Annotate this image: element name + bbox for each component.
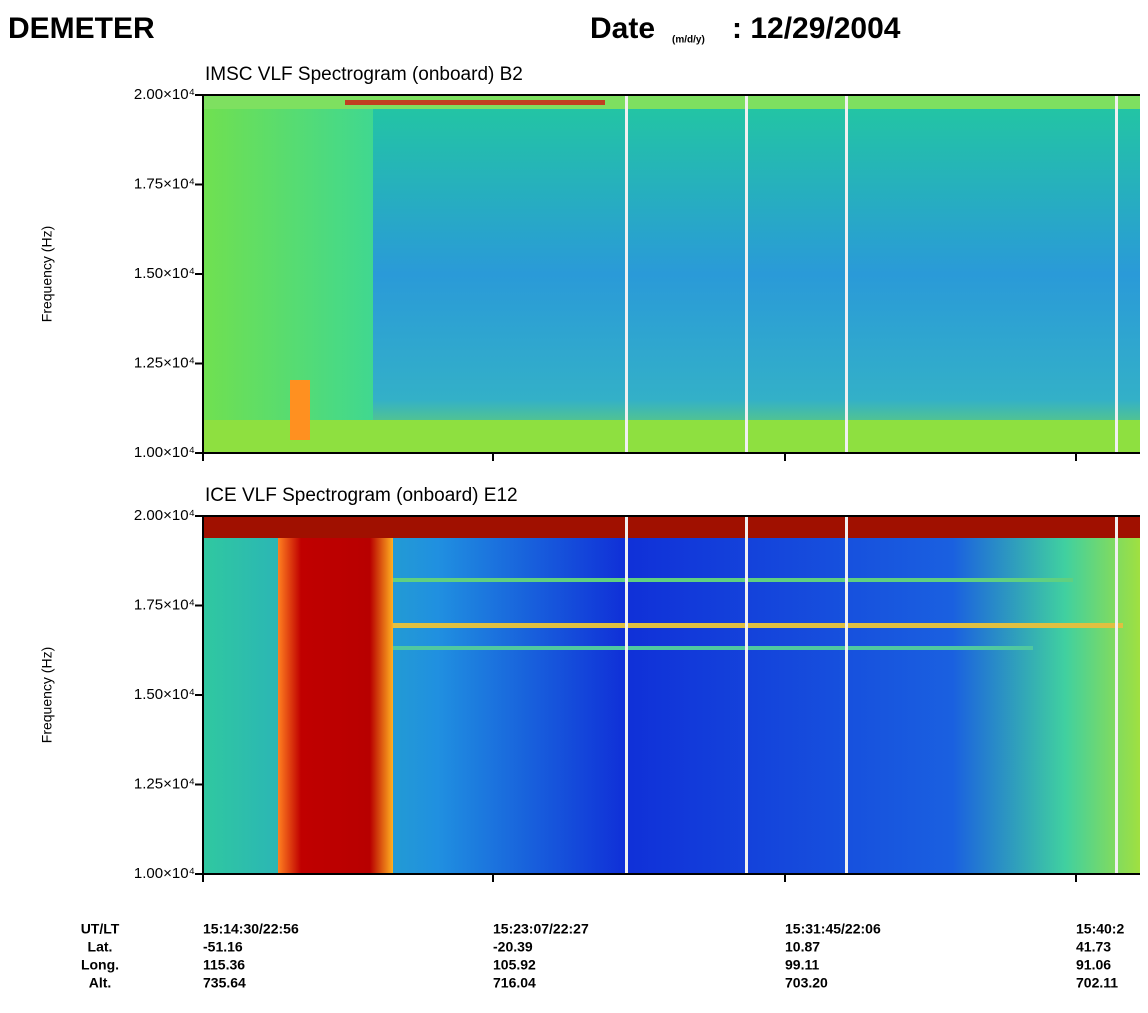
chart-title: IMSC VLF Spectrogram (onboard) B2 [205,64,523,85]
table-cell: -51.16 [203,939,243,955]
y-axis-label: Frequency (Hz) [39,226,55,322]
date-prefix: Date [590,12,655,45]
table-cell: 716.04 [493,975,536,991]
y-tick-label: 1.00×10⁴ [134,865,195,882]
y-tick-label: 1.75×10⁴ [134,175,195,192]
y-tick-label: 1.50×10⁴ [134,686,195,703]
table-cell: -20.39 [493,939,533,955]
table-cell: 115.36 [203,957,245,973]
table-cell: 15:14:30/22:56 [203,921,299,937]
y-tick-label: 1.50×10⁴ [134,265,195,282]
row-label: Alt. [89,975,112,991]
y-tick-label: 2.00×10⁴ [134,507,195,524]
table-cell: 15:31:45/22:06 [785,921,881,937]
date: : 12/29/2004 [732,12,901,45]
y-tick-label: 2.00×10⁴ [134,86,195,103]
spectrogram-image [203,95,1140,453]
row-label: Long. [81,957,119,973]
table-cell: 15:23:07/22:27 [493,921,589,937]
row-label: Lat. [88,939,113,955]
title: DEMETER [8,12,155,45]
table-cell: 41.73 [1076,939,1111,955]
y-tick-label: 1.75×10⁴ [134,596,195,613]
table-cell: 99.11 [785,957,819,973]
table-cell: 105.92 [493,957,536,973]
table-cell: 735.64 [203,975,246,991]
y-tick-label: 1.00×10⁴ [134,444,195,461]
table-cell: 15:40:2 [1076,921,1124,937]
row-label: UT/LT [81,921,120,937]
table-cell: 91.06 [1076,957,1111,973]
table-cell: 703.20 [785,975,828,991]
table-cell: 10.87 [785,939,820,955]
date-unit: (m/d/y) [672,35,705,46]
y-tick-label: 1.25×10⁴ [134,775,195,792]
y-tick-label: 1.25×10⁴ [134,354,195,371]
table-cell: 702.11 [1076,975,1118,991]
y-axis-label: Frequency (Hz) [39,647,55,743]
chart-title: ICE VLF Spectrogram (onboard) E12 [205,485,518,506]
spectrogram-image [203,516,1140,874]
